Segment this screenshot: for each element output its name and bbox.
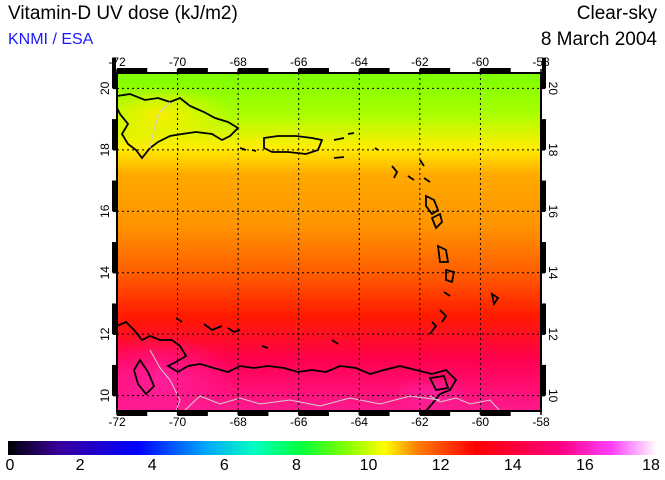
lon-tick-label-bottom: -64: [351, 415, 369, 429]
colorbar-tick-label: 0: [5, 457, 15, 474]
sky-condition: Clear-sky: [576, 3, 657, 24]
country-borders: [149, 101, 501, 411]
lon-tick-label-top: -62: [411, 55, 429, 69]
lon-tick-label-top: -60: [472, 55, 490, 69]
colorbar-tick-label: 4: [147, 457, 157, 474]
lat-axis-left: 10 12 14 16 18 20: [98, 81, 112, 402]
colorbar-tick-label: 14: [503, 457, 522, 474]
frame-ticks: [112, 57, 546, 416]
coast-abc-islands: [175, 317, 339, 349]
colorbar-tick-label: 12: [431, 457, 450, 474]
lon-tick-label-top: -68: [229, 55, 247, 69]
lon-tick-label-bottom: -60: [472, 415, 490, 429]
lon-tick-label-bottom: -62: [411, 415, 429, 429]
credit-text: KNMI / ESA: [8, 31, 94, 48]
colorbar-tick-label: 18: [642, 457, 660, 474]
lon-tick-label-bottom: -58: [532, 415, 550, 429]
lat-tick-label-left: 10: [98, 389, 112, 403]
lat-tick-label-right: 16: [546, 205, 560, 219]
colorbar-tick-label: 16: [575, 457, 594, 474]
colorbar-tick-label: 10: [359, 457, 378, 474]
coast-virgin-islands: [333, 132, 355, 159]
lat-tick-label-left: 14: [98, 266, 112, 280]
coast-south-america: [117, 320, 458, 411]
coast-lake-maracaibo: [133, 358, 156, 396]
lon-tick-label-bottom: -66: [290, 415, 308, 429]
lon-tick-label-bottom: -68: [229, 415, 247, 429]
lon-tick-label-bottom: -70: [169, 415, 187, 429]
colorbar-tick-label: 6: [219, 457, 229, 474]
lon-axis-bottom: -72 -70 -68 -66 -64 -62 -60 -58: [108, 415, 550, 429]
lat-tick-label-left: 18: [98, 143, 112, 157]
lat-axis-right: 10 12 14 16 18 20: [546, 82, 560, 403]
lon-tick-label-top: -64: [351, 55, 369, 69]
lat-tick-label-right: 10: [546, 389, 560, 403]
lat-tick-label-left: 20: [98, 81, 112, 95]
colorbar-tick-label: 2: [75, 457, 85, 474]
map-date: 8 March 2004: [540, 29, 657, 50]
uv-field: [117, 73, 541, 411]
coastlines: [117, 93, 500, 411]
lon-tick-label-top: -66: [290, 55, 308, 69]
lat-tick-label-right: 20: [546, 82, 560, 96]
coast-lesser-antilles: [391, 159, 500, 335]
lat-tick-label-right: 18: [546, 143, 560, 157]
lon-tick-label-top: -58: [532, 55, 550, 69]
lon-tick-label-bottom: -72: [108, 415, 126, 429]
lat-tick-label-left: 12: [98, 327, 112, 341]
grid-lines: [117, 73, 541, 411]
lat-tick-label-right: 14: [546, 266, 560, 280]
lon-tick-label-top: -72: [108, 55, 126, 69]
coast-trinidad: [428, 375, 450, 391]
lat-tick-label-right: 12: [546, 328, 560, 342]
coast-hispaniola: [117, 93, 240, 160]
lat-tick-label-left: 16: [98, 204, 112, 218]
lon-tick-label-top: -70: [169, 55, 187, 69]
colorbar: [8, 441, 657, 455]
lon-axis-top: -72 -70 -68 -66 -64 -62 -60 -58: [108, 55, 550, 69]
map-frame: [116, 72, 542, 412]
colorbar-tick-label: 8: [291, 457, 301, 474]
map-title: Vitamin-D UV dose (kJ/m2): [8, 3, 238, 24]
